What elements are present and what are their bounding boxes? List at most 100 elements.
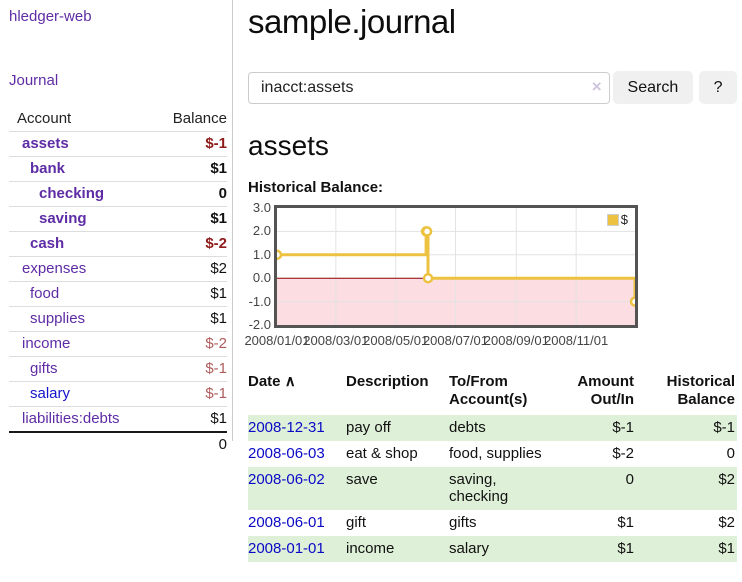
register-row: 2008-06-02 save saving, checking 0 $2 bbox=[248, 467, 737, 510]
transaction-amount: 0 bbox=[571, 467, 642, 510]
transaction-description: pay off bbox=[346, 415, 449, 441]
register-header-row: Date ∧ Description To/From Account(s) Am… bbox=[248, 370, 737, 415]
column-header-description: Description bbox=[346, 373, 429, 390]
account-link-checking[interactable]: checking bbox=[39, 185, 105, 202]
accounts-table: Account Balance assets $-1 bank $1 check… bbox=[9, 107, 227, 457]
transaction-date-link[interactable]: 2008-06-03 bbox=[248, 445, 325, 462]
account-row-income: income $-2 bbox=[9, 332, 227, 357]
chart-legend: $ bbox=[604, 212, 630, 227]
account-balance: $1 bbox=[210, 160, 227, 177]
transaction-amount: $1 bbox=[571, 536, 642, 562]
chart-plot-area: $ bbox=[274, 205, 638, 328]
account-row-expenses: expenses $2 bbox=[9, 257, 227, 282]
x-axis-tick-label: 2008/03/01 bbox=[303, 333, 369, 348]
account-row-saving: saving $1 bbox=[9, 207, 227, 232]
account-row-supplies: supplies $1 bbox=[9, 307, 227, 332]
account-link-liabilities-debts[interactable]: liabilities:debts bbox=[22, 410, 120, 427]
account-link-supplies[interactable]: supplies bbox=[30, 310, 86, 327]
account-balance: $-1 bbox=[205, 385, 227, 402]
register-row: 2008-06-03 eat & shop food, supplies $-2… bbox=[248, 441, 737, 467]
transaction-date-link[interactable]: 2008-01-01 bbox=[248, 540, 325, 557]
account-row-assets: assets $-1 bbox=[9, 132, 227, 157]
sidebar-nav: Journal bbox=[9, 72, 232, 90]
account-link-food[interactable]: food bbox=[30, 285, 60, 302]
register-row: 2008-06-01 gift gifts $1 $2 bbox=[248, 510, 737, 536]
transaction-date-link[interactable]: 2008-06-01 bbox=[248, 514, 325, 531]
sidebar-item-journal[interactable]: Journal bbox=[9, 72, 59, 89]
account-link-cash[interactable]: cash bbox=[30, 235, 65, 252]
column-header-accounts: To/From Account(s) bbox=[449, 373, 528, 408]
transaction-balance: $2 bbox=[718, 514, 735, 531]
brand-link[interactable]: hledger-web bbox=[9, 8, 92, 25]
transaction-balance: $-1 bbox=[642, 415, 737, 441]
x-axis-tick-label: 2008/01/01 bbox=[244, 333, 310, 348]
balance-column-header: Balance bbox=[172, 110, 227, 127]
register-row: 2008-01-01 income salary $1 $1 bbox=[248, 536, 737, 562]
account-balance: $-1 bbox=[205, 360, 227, 377]
account-column-header: Account bbox=[17, 110, 72, 127]
x-axis-tick-label: 2008/07/01 bbox=[422, 333, 489, 348]
transaction-description: save bbox=[346, 467, 449, 510]
search-form: × Search ? bbox=[248, 71, 737, 104]
transaction-accounts: gifts bbox=[449, 514, 477, 531]
y-axis-tick-label: 3.0 bbox=[252, 200, 271, 215]
column-header-date[interactable]: Date ∧ bbox=[248, 373, 296, 390]
transaction-balance: $1 bbox=[642, 536, 737, 562]
register-table: Date ∧ Description To/From Account(s) Am… bbox=[248, 370, 737, 562]
transaction-date-link[interactable]: 2008-12-31 bbox=[248, 419, 325, 436]
x-axis-tick-label: 2008/05/01 bbox=[363, 333, 429, 348]
chart-canvas bbox=[277, 208, 635, 325]
y-axis-tick-label: 2.0 bbox=[252, 223, 271, 239]
transaction-amount: $-2 bbox=[612, 445, 634, 462]
account-balance: $-2 bbox=[205, 235, 227, 252]
transaction-amount: $-1 bbox=[571, 415, 642, 441]
sidebar: hledger-web Journal Account Balance asse… bbox=[0, 0, 233, 453]
main-content: sample.journal × Search ? assets Histori… bbox=[244, 0, 737, 562]
transaction-description: income bbox=[346, 536, 449, 562]
account-row-salary: salary $-1 bbox=[9, 382, 227, 407]
account-row-checking: checking 0 bbox=[9, 182, 227, 207]
transaction-balance: $2 bbox=[642, 467, 737, 510]
account-row-liabilities-debts: liabilities:debts $1 bbox=[9, 407, 227, 431]
transaction-accounts: food, supplies bbox=[449, 445, 542, 462]
transaction-description: gift bbox=[346, 514, 367, 531]
account-balance: $1 bbox=[210, 410, 227, 427]
account-link-salary[interactable]: salary bbox=[30, 385, 71, 402]
account-link-saving[interactable]: saving bbox=[39, 210, 87, 227]
help-button[interactable]: ? bbox=[699, 71, 737, 104]
account-link-gifts[interactable]: gifts bbox=[30, 360, 58, 377]
legend-swatch-icon bbox=[606, 213, 619, 226]
legend-label: $ bbox=[620, 212, 628, 227]
account-balance: $-2 bbox=[205, 335, 227, 352]
transaction-balance: 0 bbox=[726, 445, 735, 462]
transaction-accounts: debts bbox=[449, 415, 571, 441]
x-axis-tick-label: 2008/11/01 bbox=[544, 333, 609, 348]
clear-search-icon[interactable]: × bbox=[591, 76, 602, 96]
account-balance: $-1 bbox=[205, 135, 227, 152]
historical-balance-chart: $ 3.0 2.0 1.0 0.0 -1.0 -2.0 2008/01/01 2008/03… bbox=[244, 201, 737, 351]
account-balance: $1 bbox=[210, 210, 227, 227]
chart-heading: Historical Balance: bbox=[248, 179, 384, 196]
account-link-income[interactable]: income bbox=[22, 335, 71, 352]
account-link-expenses[interactable]: expenses bbox=[22, 260, 87, 277]
account-page-title: assets bbox=[248, 130, 329, 161]
sort-ascending-icon: ∧ bbox=[284, 373, 296, 390]
transaction-accounts: salary bbox=[449, 536, 571, 562]
register-row: 2008-12-31 pay off debts $-1 $-1 bbox=[248, 415, 737, 441]
account-balance: $1 bbox=[210, 285, 227, 302]
transaction-date-link[interactable]: 2008-06-02 bbox=[248, 471, 325, 488]
y-axis-tick-label: -1.0 bbox=[248, 293, 271, 309]
accounts-total-row: 0 bbox=[9, 431, 227, 457]
search-input[interactable] bbox=[248, 71, 610, 104]
column-header-amount: Amount Out/In bbox=[577, 373, 634, 408]
transaction-accounts: saving, checking bbox=[449, 467, 571, 510]
account-balance: $1 bbox=[210, 310, 227, 327]
account-row-food: food $1 bbox=[9, 282, 227, 307]
y-axis-tick-label: -2.0 bbox=[248, 317, 271, 332]
search-button[interactable]: Search bbox=[612, 71, 694, 104]
column-header-balance: Historical Balance bbox=[666, 373, 735, 408]
x-axis-tick-label: 2008/09/01 bbox=[483, 333, 549, 348]
account-link-assets[interactable]: assets bbox=[22, 135, 69, 152]
account-link-bank[interactable]: bank bbox=[30, 160, 66, 177]
page-title: sample.journal bbox=[248, 3, 456, 40]
